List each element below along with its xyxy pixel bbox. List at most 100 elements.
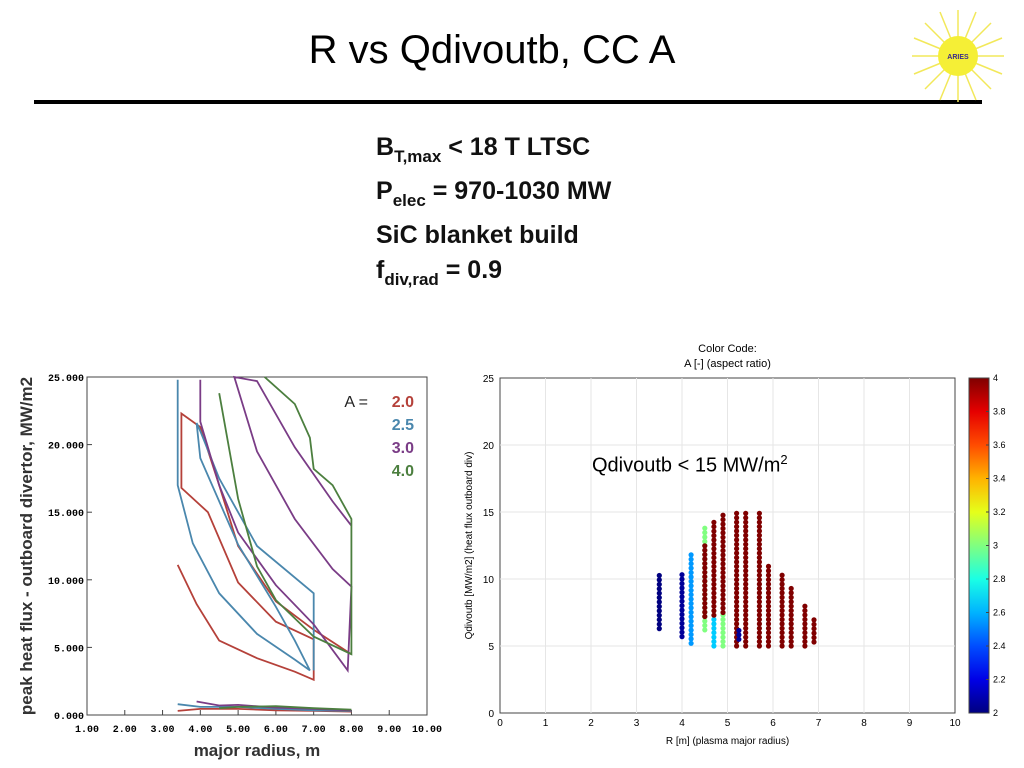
chart-title: Color Code: xyxy=(698,343,757,355)
series-line-a-2-5 xyxy=(177,703,352,712)
scatter-point xyxy=(720,539,726,545)
scatter-point xyxy=(779,625,785,631)
scatter-point xyxy=(679,585,685,591)
scatter-point xyxy=(656,586,662,592)
scatter-point xyxy=(736,632,742,638)
scatter-point xyxy=(720,570,726,576)
scatter-point xyxy=(788,603,794,609)
x-tick-label: 9 xyxy=(907,718,913,729)
scatter-point xyxy=(679,616,685,622)
scatter-point xyxy=(734,541,740,547)
scatter-point xyxy=(679,634,685,640)
scatter-point xyxy=(756,643,762,649)
colorbar-tick-label: 3.4 xyxy=(993,474,1006,484)
scatter-point xyxy=(702,538,708,545)
scatter-point xyxy=(711,572,717,578)
scatter-point xyxy=(720,552,726,558)
scatter-point xyxy=(743,515,749,521)
x-tick-label: 1 xyxy=(543,718,549,729)
scatter-point xyxy=(734,603,740,609)
scatter-point xyxy=(734,581,740,587)
scatter-point xyxy=(720,592,726,598)
scatter-point xyxy=(688,570,694,576)
scatter-point xyxy=(702,596,708,602)
scatter-point xyxy=(720,634,726,640)
scatter-point xyxy=(779,612,785,618)
scatter-point xyxy=(720,556,726,562)
y-tick-label: 0 xyxy=(488,709,494,720)
scatter-point xyxy=(802,630,808,636)
scatter-point xyxy=(756,510,762,516)
y-tick-label: 5 xyxy=(488,642,494,653)
scatter-point xyxy=(688,556,694,562)
scatter-point xyxy=(765,625,772,631)
x-axis-label: major radius, m xyxy=(194,741,321,760)
scatter-point xyxy=(743,603,749,609)
scatter-point xyxy=(656,612,662,618)
y-tick-label: 10.000 xyxy=(48,577,84,588)
scatter-point xyxy=(720,543,726,549)
scatter-point xyxy=(765,568,772,574)
scatter-point xyxy=(720,616,726,623)
aries-logo-icon: ARIES xyxy=(912,10,1004,102)
scatter-point xyxy=(743,639,749,645)
scatter-point xyxy=(734,608,740,614)
scatter-point xyxy=(736,627,742,634)
scatter-point xyxy=(788,590,794,596)
scatter-point xyxy=(702,627,708,633)
scatter-point xyxy=(702,530,708,536)
scatter-point xyxy=(756,581,762,587)
scatter-point xyxy=(702,547,708,553)
scatter-point xyxy=(656,626,662,632)
scatter-point xyxy=(788,630,794,636)
series-line-a-3-0 xyxy=(199,375,353,673)
scatter-point xyxy=(756,532,762,538)
x-tick-label: 5 xyxy=(725,718,731,729)
scatter-point xyxy=(743,634,749,640)
scatter-point xyxy=(702,525,708,531)
scatter-point xyxy=(734,537,740,543)
scatter-point xyxy=(734,519,740,525)
series-line-a-4-0 xyxy=(218,376,353,656)
scatter-point xyxy=(720,530,726,536)
scatter-point xyxy=(656,617,662,623)
scatter-point xyxy=(734,590,740,596)
scatter-point xyxy=(711,519,717,525)
scatter-point xyxy=(711,581,717,587)
scatter-point xyxy=(734,643,740,649)
scatter-point xyxy=(788,639,794,645)
scatter-point xyxy=(679,581,685,587)
slide-title: R vs Qdivoutb, CC A xyxy=(308,28,676,72)
scatter-point xyxy=(734,555,740,561)
scatter-point xyxy=(756,546,762,552)
scatter-point xyxy=(779,594,785,600)
scatter-point xyxy=(756,572,762,578)
scatter-point xyxy=(765,599,772,605)
y-tick-label: 10 xyxy=(483,575,495,586)
scatter-point xyxy=(711,524,717,530)
scatter-point xyxy=(765,563,772,569)
colorbar-tick-label: 3.8 xyxy=(993,407,1006,417)
y-axis-label: peak heat flux - outboard divertor, MW/m… xyxy=(17,377,36,715)
scatter-point xyxy=(811,639,817,645)
scatter-point xyxy=(711,639,717,645)
legend-entry: 3.0 xyxy=(392,440,414,457)
scatter-point xyxy=(756,537,762,543)
scatter-point xyxy=(734,528,740,534)
scatter-point xyxy=(756,639,762,645)
scatter-point xyxy=(811,617,817,623)
scatter-point xyxy=(702,613,708,620)
scatter-point xyxy=(656,608,662,614)
scatter-point xyxy=(743,590,749,596)
scatter-point xyxy=(702,609,708,615)
scatter-point xyxy=(720,643,726,649)
scatter-point xyxy=(779,599,785,605)
scatter-point xyxy=(756,563,762,569)
colorbar-tick-label: 2.6 xyxy=(993,608,1006,618)
scatter-point xyxy=(711,555,717,561)
scatter-point xyxy=(688,578,694,584)
scatter-point xyxy=(656,621,662,627)
scatter-point xyxy=(711,603,717,609)
scatter-point xyxy=(702,569,708,575)
scatter-point xyxy=(702,552,708,558)
